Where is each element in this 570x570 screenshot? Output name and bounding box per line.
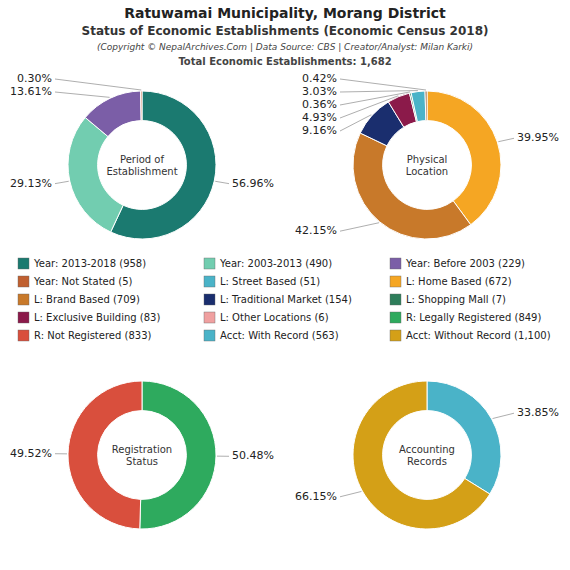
leader-line (55, 92, 110, 97)
data-label: 4.93% (302, 111, 337, 124)
leader-line (55, 79, 141, 90)
legend-swatch (204, 258, 215, 269)
leader-line (340, 115, 371, 131)
leader-line (340, 96, 398, 118)
legend-label: R: Not Registered (833) (34, 330, 152, 341)
center-label: PhysicalLocation (406, 154, 448, 177)
data-label: 13.61% (10, 85, 52, 98)
data-label: 0.30% (17, 72, 52, 85)
center-label-line: Status (126, 456, 158, 467)
data-label: 42.15% (295, 224, 337, 237)
legend-label: Year: 2013-2018 (958) (33, 258, 146, 269)
center-label-line: Accounting (399, 444, 455, 455)
legend-label: Year: 2003-2013 (490) (219, 258, 332, 269)
leader-line (340, 79, 426, 90)
donut-slice (85, 91, 141, 136)
legend-swatch (204, 330, 215, 341)
legend-label: L: Home Based (672) (406, 276, 512, 287)
leader-line (340, 92, 410, 105)
center-label-line: Physical (407, 154, 448, 165)
data-label: 33.85% (517, 406, 559, 419)
leader-line (55, 453, 67, 454)
legend: Year: 2013-2018 (958) Year: 2003-2013 (49… (18, 258, 551, 342)
legend-label: L: Traditional Market (154) (220, 294, 352, 305)
legend-label: L: Other Locations (6) (220, 312, 329, 323)
donut-slice (425, 91, 427, 121)
center-label: RegistrationStatus (112, 444, 172, 467)
data-label: 49.52% (10, 447, 52, 460)
leader-line (498, 138, 514, 141)
donut-slice (353, 133, 471, 239)
legend-swatch (390, 312, 401, 323)
legend-swatch (390, 294, 401, 305)
data-label: 39.95% (517, 131, 559, 144)
center-label-line: Location (406, 166, 448, 177)
legend-swatch (390, 330, 401, 341)
data-label: 0.36% (302, 98, 337, 111)
legend-label: L: Exclusive Building (83) (34, 312, 160, 323)
donut-chart: Period ofEstablishment (68, 91, 216, 239)
title: Ratuwamai Municipality, Morang District (124, 5, 446, 21)
data-label: 56.96% (232, 177, 274, 190)
chart-container: Ratuwamai Municipality, Morang District S… (0, 0, 570, 570)
legend-label: Acct: With Record (563) (220, 330, 339, 341)
legend-swatch (204, 294, 215, 305)
legend-label: Acct: Without Record (1,100) (406, 330, 551, 341)
leader-line (340, 491, 361, 496)
donut-chart: AccountingRecords (353, 381, 501, 529)
legend-label: L: Brand Based (709) (34, 294, 140, 305)
donut-chart: RegistrationStatus (68, 381, 216, 529)
leader-line (215, 181, 229, 183)
legend-swatch (18, 312, 29, 323)
center-label-line: Establishment (106, 166, 177, 177)
legend-label: L: Street Based (51) (220, 276, 320, 287)
donut-slice (427, 381, 501, 494)
legend-swatch (18, 294, 29, 305)
legend-swatch (18, 258, 29, 269)
annotation: Total Economic Establishments: 1,682 (178, 56, 391, 67)
legend-swatch (204, 276, 215, 287)
leader-line (340, 91, 418, 92)
data-label: 66.15% (295, 490, 337, 503)
annotation: (Copyright © NepalArchives.Com | Data So… (97, 42, 473, 52)
donut-slice (411, 91, 426, 122)
legend-label: Year: Before 2003 (229) (405, 258, 525, 269)
legend-swatch (204, 312, 215, 323)
legend-swatch (390, 258, 401, 269)
chart-svg: Ratuwamai Municipality, Morang District S… (0, 0, 570, 570)
leader-line (55, 181, 69, 183)
center-label-line: Records (407, 456, 447, 467)
legend-label: R: Legally Registered (849) (406, 312, 541, 323)
legend-label: Year: Not Stated (5) (33, 276, 133, 287)
data-label: 3.03% (302, 85, 337, 98)
leader-line (217, 456, 229, 457)
data-label: 29.13% (10, 177, 52, 190)
center-label: Period ofEstablishment (106, 154, 177, 177)
legend-swatch (18, 330, 29, 341)
leader-line (493, 413, 514, 418)
legend-label: L: Shopping Mall (7) (406, 294, 506, 305)
center-label: AccountingRecords (399, 444, 455, 467)
center-label-line: Registration (112, 444, 172, 455)
data-label: 50.48% (232, 449, 274, 462)
subtitle: Status of Economic Establishments (Econo… (82, 24, 489, 38)
data-label: 0.42% (302, 72, 337, 85)
legend-swatch (18, 276, 29, 287)
leader-line (340, 223, 379, 231)
donut-slice (353, 381, 490, 529)
donut-slice (141, 91, 142, 121)
data-label: 9.16% (302, 124, 337, 137)
donut-chart: PhysicalLocation (353, 91, 501, 239)
center-label-line: Period of (120, 154, 164, 165)
legend-swatch (390, 276, 401, 287)
